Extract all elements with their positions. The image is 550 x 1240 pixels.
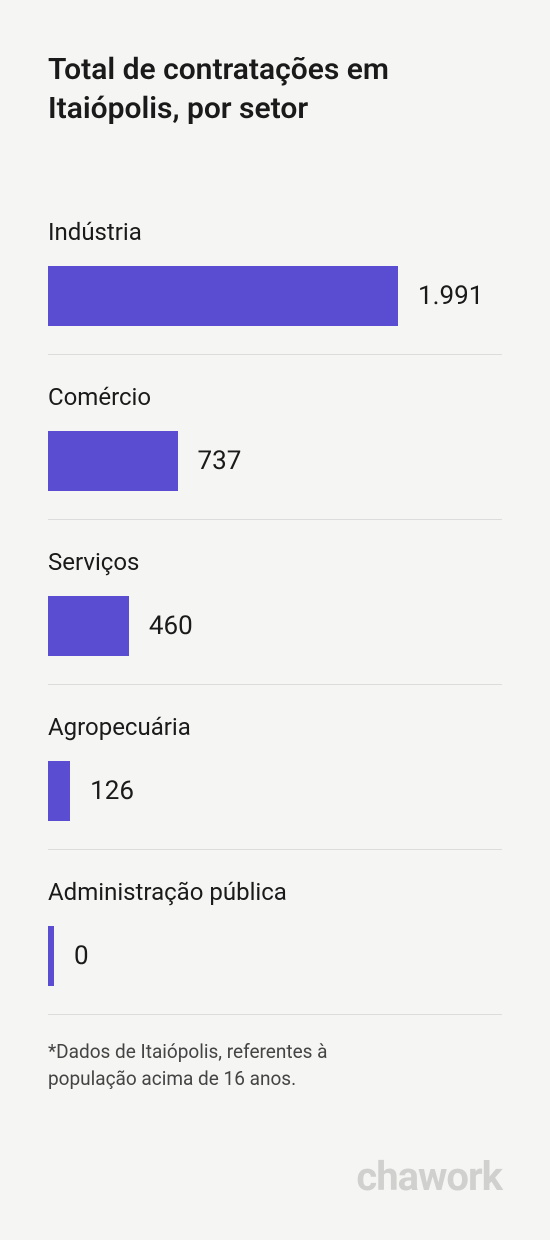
footnote: *Dados de Itaiópolis, referentes à popul… <box>48 1039 408 1092</box>
value-label: 737 <box>198 446 242 476</box>
bar <box>48 596 129 656</box>
value-label: 0 <box>74 941 89 971</box>
bar-line: 0 <box>48 926 502 986</box>
chart-row: Comércio 737 <box>48 383 502 520</box>
chart-row: Serviços 460 <box>48 548 502 685</box>
chart-row: Agropecuária 126 <box>48 713 502 850</box>
bar <box>48 761 70 821</box>
category-label: Agropecuária <box>48 713 502 741</box>
bar-line: 1.991 <box>48 266 502 326</box>
bar-line: 126 <box>48 761 502 821</box>
bar-line: 737 <box>48 431 502 491</box>
bar <box>48 266 398 326</box>
category-label: Comércio <box>48 383 502 411</box>
chart-row: Administração pública 0 <box>48 878 502 1015</box>
bar-line: 460 <box>48 596 502 656</box>
category-label: Indústria <box>48 218 502 246</box>
brand-logo: chawork <box>356 1153 502 1200</box>
bar <box>48 926 54 986</box>
value-label: 460 <box>149 611 193 641</box>
bar-chart: Indústria 1.991 Comércio 737 Serviços 46… <box>48 218 502 1039</box>
chart-title: Total de contratações em Itaiópolis, por… <box>48 50 502 128</box>
category-label: Administração pública <box>48 878 502 906</box>
value-label: 1.991 <box>418 281 483 311</box>
category-label: Serviços <box>48 548 502 576</box>
card: Total de contratações em Itaiópolis, por… <box>0 0 550 1240</box>
bar <box>48 431 178 491</box>
chart-row: Indústria 1.991 <box>48 218 502 355</box>
value-label: 126 <box>90 776 134 806</box>
